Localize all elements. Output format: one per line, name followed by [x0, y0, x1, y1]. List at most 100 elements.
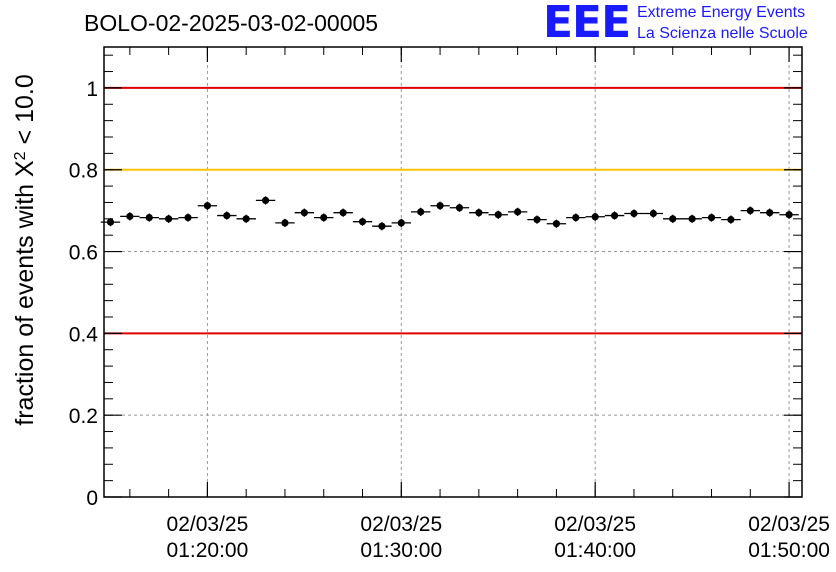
- point-marker: [203, 202, 212, 210]
- data-point: [585, 212, 605, 221]
- y-axis-title-sup: 2: [12, 151, 29, 160]
- grid: [104, 47, 802, 498]
- data-point: [391, 218, 411, 227]
- y-tick-label: 0.2: [69, 405, 98, 428]
- point-marker: [455, 204, 464, 212]
- axis-ticks: [104, 47, 802, 498]
- point-marker: [630, 209, 638, 218]
- data-point: [527, 215, 547, 224]
- data-point: [217, 211, 237, 220]
- data-point: [507, 207, 528, 216]
- data-point: [779, 210, 799, 219]
- data-point: [410, 207, 431, 216]
- data-point: [333, 208, 353, 217]
- point-marker: [649, 209, 657, 218]
- x-tick-date-label: 02/03/25: [554, 513, 636, 536]
- data-point: [469, 208, 489, 217]
- point-marker: [281, 219, 289, 227]
- point-marker: [223, 211, 231, 220]
- data-point: [314, 213, 334, 222]
- point-marker: [261, 196, 270, 205]
- point-marker: [145, 213, 153, 222]
- y-axis-title: fraction of events with X2 < 10.0: [11, 74, 39, 425]
- data-point: [449, 203, 470, 212]
- point-marker: [707, 213, 716, 222]
- point-marker: [358, 218, 367, 226]
- data-point: [682, 214, 702, 223]
- point-marker: [572, 213, 580, 222]
- x-tick-time-label: 01:30:00: [360, 539, 442, 562]
- data-points: [100, 196, 799, 231]
- data-point: [740, 206, 760, 215]
- logo-line-2: La Scienza nelle Scuole: [637, 25, 808, 42]
- point-marker: [591, 213, 599, 221]
- point-marker: [475, 209, 483, 217]
- x-tick-date-label: 02/03/25: [360, 513, 442, 536]
- point-marker: [494, 211, 502, 219]
- logo-line-1: Extreme Energy Events: [637, 4, 806, 21]
- x-tick-time-label: 01:40:00: [554, 539, 636, 562]
- tick-labels: 0 0.2 0.4 0.6 0.8 1 02/03/25 01:20:00 02/03/25 01…: [69, 78, 830, 562]
- data-point: [255, 196, 276, 205]
- point-marker: [165, 215, 173, 223]
- point-marker: [533, 216, 541, 224]
- point-marker: [727, 216, 735, 224]
- y-tick-label: 0.6: [69, 242, 98, 265]
- point-marker: [126, 212, 134, 220]
- y-tick-label: 0: [86, 487, 98, 510]
- data-point: [624, 209, 644, 218]
- data-point: [139, 213, 159, 222]
- y-tick-label: 1: [86, 78, 98, 101]
- point-marker: [514, 208, 522, 216]
- data-point: [158, 214, 179, 223]
- data-point: [546, 219, 567, 228]
- point-marker: [785, 211, 793, 219]
- data-point: [197, 201, 218, 210]
- chart-title: BOLO-02-2025-03-02-00005: [84, 10, 379, 36]
- x-tick-time-label: 01:50:00: [748, 539, 830, 562]
- reference-lines: [104, 86, 802, 335]
- data-point: [721, 215, 741, 224]
- point-marker: [766, 209, 774, 217]
- point-marker: [339, 209, 347, 217]
- y-axis-title-tail: < 10.0: [11, 74, 39, 151]
- plot-frame: [103, 46, 803, 498]
- data-point: [488, 210, 508, 219]
- data-point: [643, 209, 664, 218]
- x-tick-time-label: 01:20:00: [167, 539, 249, 562]
- y-axis-title-main: fraction of events with X: [11, 160, 39, 426]
- data-point: [294, 208, 315, 217]
- point-marker: [320, 213, 328, 222]
- point-marker: [378, 222, 386, 230]
- point-marker: [106, 218, 115, 226]
- data-point: [352, 217, 373, 226]
- y-tick-label: 0.8: [69, 160, 98, 183]
- point-marker: [417, 208, 425, 216]
- data-point: [604, 211, 625, 220]
- x-tick-date-label: 02/03/25: [167, 513, 249, 536]
- point-marker: [242, 215, 250, 223]
- point-marker: [184, 213, 192, 222]
- data-point: [430, 201, 450, 210]
- data-point: [566, 213, 586, 222]
- x-tick-date-label: 02/03/25: [748, 513, 830, 536]
- point-marker: [552, 220, 561, 228]
- data-point: [759, 208, 780, 217]
- data-point: [120, 212, 140, 221]
- data-point: [701, 213, 722, 222]
- data-point: [372, 222, 392, 231]
- data-point: [178, 213, 198, 222]
- point-marker: [610, 211, 619, 220]
- point-marker: [688, 215, 696, 223]
- data-point: [275, 218, 295, 227]
- point-marker: [669, 215, 677, 223]
- data-point: [236, 214, 256, 223]
- point-marker: [397, 219, 405, 227]
- point-marker: [746, 207, 754, 215]
- point-marker: [436, 202, 444, 210]
- data-point: [663, 214, 683, 223]
- eee-logo-icon: EEE: [543, 0, 631, 48]
- y-tick-label: 0.4: [69, 323, 99, 346]
- point-marker: [300, 209, 308, 217]
